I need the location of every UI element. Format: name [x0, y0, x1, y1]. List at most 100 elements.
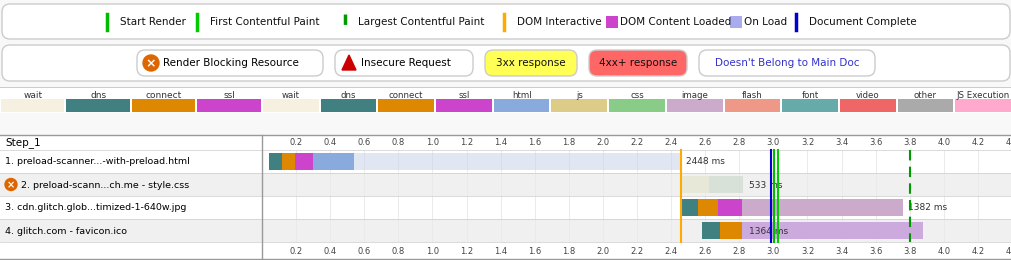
Text: 0.2: 0.2 [289, 138, 302, 147]
Text: connect: connect [388, 90, 423, 100]
Text: 0.6: 0.6 [357, 138, 370, 147]
FancyBboxPatch shape [588, 50, 686, 76]
Text: ×: × [7, 180, 15, 190]
Text: Doesn't Belong to Main Doc: Doesn't Belong to Main Doc [714, 58, 858, 68]
Text: 1.8: 1.8 [562, 246, 575, 256]
Bar [897, 99, 952, 112]
Text: image: image [680, 90, 708, 100]
Text: 4.4: 4.4 [1005, 246, 1011, 256]
Bar [839, 99, 895, 112]
Text: js: js [575, 90, 582, 100]
Text: 2.4: 2.4 [664, 246, 677, 256]
Text: 1.2: 1.2 [460, 138, 472, 147]
Bar [493, 99, 549, 112]
Bar [606, 16, 618, 28]
Text: 4.0: 4.0 [936, 138, 949, 147]
Text: Document Complete: Document Complete [808, 17, 916, 27]
Text: 3.4: 3.4 [834, 246, 847, 256]
Bar [320, 99, 376, 112]
Text: JS Execution: JS Execution [955, 90, 1009, 100]
Text: 1.0: 1.0 [426, 246, 439, 256]
Bar [730, 16, 741, 28]
Bar [0, 87, 1011, 88]
Bar [0, 135, 1011, 150]
Text: 2. preload-scann...ch.me - style.css: 2. preload-scann...ch.me - style.css [21, 180, 189, 190]
FancyBboxPatch shape [2, 4, 1009, 39]
Text: wait: wait [282, 90, 299, 100]
Text: 1.0: 1.0 [426, 138, 439, 147]
Text: other: other [913, 90, 936, 100]
Text: 0.4: 0.4 [324, 138, 337, 147]
Text: 1.6: 1.6 [528, 246, 541, 256]
Bar [708, 176, 742, 193]
Text: 3.2: 3.2 [800, 138, 813, 147]
Text: 1.8: 1.8 [562, 138, 575, 147]
FancyBboxPatch shape [699, 50, 875, 76]
Bar [697, 199, 717, 216]
Bar [131, 99, 195, 112]
Bar [679, 176, 708, 193]
Bar [197, 99, 261, 112]
Text: 2.6: 2.6 [698, 138, 711, 147]
Bar [354, 153, 679, 170]
Text: 3.8: 3.8 [902, 138, 916, 147]
Text: Step_1: Step_1 [5, 137, 40, 148]
Text: 3. cdn.glitch.glob...timized-1-640w.jpg: 3. cdn.glitch.glob...timized-1-640w.jpg [5, 204, 186, 212]
Text: ×: × [146, 57, 156, 70]
Text: 3.0: 3.0 [766, 138, 779, 147]
Text: Render Blocking Resource: Render Blocking Resource [163, 58, 298, 68]
Text: wait: wait [23, 90, 42, 100]
Text: 2.8: 2.8 [732, 246, 745, 256]
Text: 0.8: 0.8 [391, 246, 404, 256]
FancyBboxPatch shape [136, 50, 323, 76]
Text: connect: connect [146, 90, 182, 100]
Text: First Contentful Paint: First Contentful Paint [210, 17, 319, 27]
Bar [0, 242, 1011, 260]
Bar [724, 99, 779, 112]
Text: 2448 ms: 2448 ms [685, 158, 725, 166]
Text: 4.4: 4.4 [1005, 138, 1011, 147]
Bar [295, 153, 312, 170]
Bar [67, 99, 129, 112]
Bar [0, 150, 1011, 173]
Bar [609, 99, 664, 112]
Text: ssl: ssl [458, 90, 469, 100]
Text: 0.2: 0.2 [289, 246, 302, 256]
Text: 2.0: 2.0 [595, 246, 609, 256]
Text: 1. preload-scanner...-with-preload.html: 1. preload-scanner...-with-preload.html [5, 158, 190, 166]
Text: 3.2: 3.2 [800, 246, 813, 256]
Text: 2.8: 2.8 [732, 138, 745, 147]
FancyBboxPatch shape [335, 50, 472, 76]
Circle shape [5, 179, 17, 191]
Bar [782, 99, 837, 112]
Bar [954, 99, 1010, 112]
Text: Insecure Request: Insecure Request [361, 58, 451, 68]
Text: 2.0: 2.0 [595, 138, 609, 147]
Bar [0, 135, 1011, 260]
Bar [0, 219, 1011, 242]
Bar [741, 199, 902, 216]
Bar [0, 173, 1011, 196]
Text: 1.4: 1.4 [493, 246, 507, 256]
Text: flash: flash [741, 90, 762, 100]
Bar [701, 222, 719, 239]
Bar [717, 199, 741, 216]
Text: 4. glitch.com - favicon.ico: 4. glitch.com - favicon.ico [5, 226, 126, 236]
Text: 1.2: 1.2 [460, 246, 472, 256]
Bar [1, 99, 65, 112]
Text: dns: dns [341, 90, 356, 100]
Bar [666, 99, 722, 112]
Text: 1382 ms: 1382 ms [907, 204, 946, 212]
Text: On Load: On Load [743, 17, 787, 27]
Text: 4.2: 4.2 [971, 138, 984, 147]
Text: 3.8: 3.8 [902, 246, 916, 256]
Bar [378, 99, 434, 112]
Bar [281, 153, 295, 170]
Text: 3.6: 3.6 [868, 246, 882, 256]
Text: 2.2: 2.2 [630, 246, 643, 256]
Text: DOM Content Loaded: DOM Content Loaded [620, 17, 730, 27]
Text: 3.4: 3.4 [834, 138, 847, 147]
Text: DOM Interactive: DOM Interactive [517, 17, 601, 27]
Bar [741, 222, 922, 239]
Text: 2.6: 2.6 [698, 246, 711, 256]
